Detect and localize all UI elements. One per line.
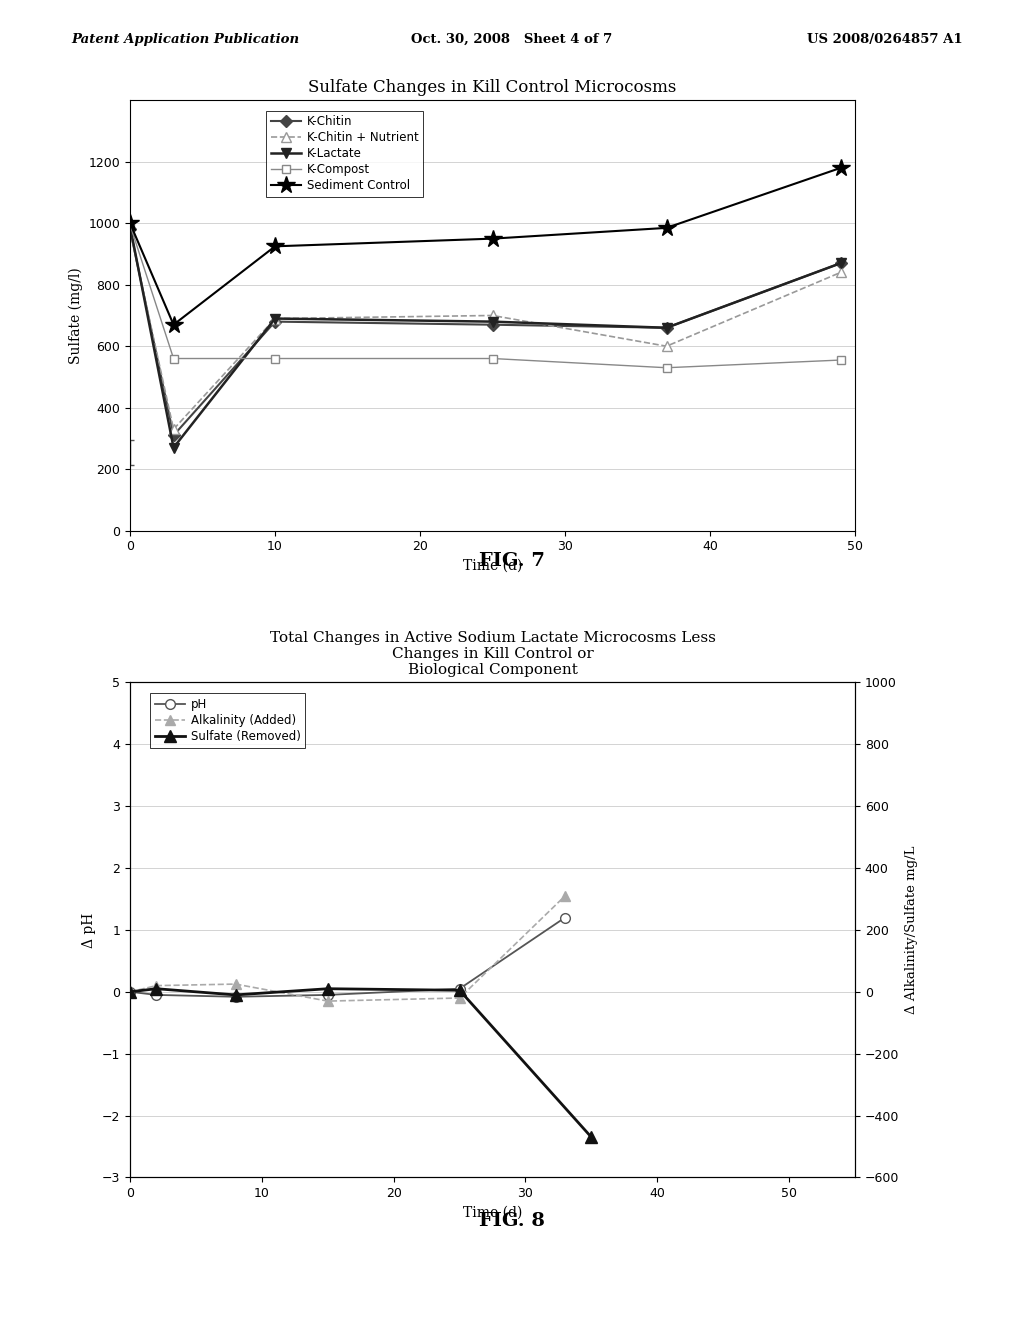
pH bbox=[151, 987, 163, 1003]
K-Chitin + Nutrient bbox=[486, 308, 499, 323]
Line: Sulfate (Removed): Sulfate (Removed) bbox=[124, 982, 598, 1143]
Title: Sulfate Changes in Kill Control Microcosms: Sulfate Changes in Kill Control Microcos… bbox=[308, 79, 677, 96]
K-Lactate bbox=[124, 218, 136, 234]
K-Chitin bbox=[835, 255, 847, 271]
Line: pH: pH bbox=[125, 912, 570, 1002]
pH bbox=[559, 909, 571, 925]
Alkalinity (Added) bbox=[229, 977, 242, 993]
K-Chitin bbox=[269, 314, 282, 330]
K-Lactate bbox=[167, 440, 179, 455]
pH bbox=[322, 987, 334, 1003]
Sulfate (Removed) bbox=[454, 982, 466, 998]
Text: FIG. 7: FIG. 7 bbox=[479, 552, 545, 570]
K-Chitin bbox=[486, 317, 499, 333]
Sediment Control bbox=[124, 215, 136, 231]
K-Chitin bbox=[660, 319, 673, 335]
Sediment Control bbox=[167, 317, 179, 333]
Title: Total Changes in Active Sodium Lactate Microcosms Less
Changes in Kill Control o: Total Changes in Active Sodium Lactate M… bbox=[269, 631, 716, 677]
Alkalinity (Added) bbox=[151, 978, 163, 994]
Line: Alkalinity (Added): Alkalinity (Added) bbox=[125, 891, 570, 1006]
K-Compost bbox=[124, 216, 136, 232]
Sulfate (Removed) bbox=[322, 981, 334, 997]
K-Chitin + Nutrient bbox=[124, 223, 136, 239]
Alkalinity (Added) bbox=[454, 990, 466, 1006]
Line: Sediment Control: Sediment Control bbox=[121, 158, 850, 334]
X-axis label: Time (d): Time (d) bbox=[463, 558, 522, 573]
K-Chitin + Nutrient bbox=[167, 421, 179, 437]
Sulfate (Removed) bbox=[124, 983, 136, 999]
Sulfate (Removed) bbox=[586, 1130, 598, 1146]
pH bbox=[124, 983, 136, 999]
Legend: K-Chitin, K-Chitin + Nutrient, K-Lactate, K-Compost, Sediment Control: K-Chitin, K-Chitin + Nutrient, K-Lactate… bbox=[266, 111, 423, 197]
Y-axis label: Δ pH: Δ pH bbox=[82, 912, 96, 948]
K-Lactate bbox=[269, 310, 282, 326]
Legend: pH, Alkalinity (Added), Sulfate (Removed): pH, Alkalinity (Added), Sulfate (Removed… bbox=[151, 693, 305, 747]
Alkalinity (Added) bbox=[322, 993, 334, 1008]
K-Chitin + Nutrient bbox=[660, 338, 673, 354]
K-Chitin bbox=[124, 222, 136, 238]
pH bbox=[454, 981, 466, 997]
Line: K-Compost: K-Compost bbox=[126, 220, 845, 372]
K-Compost bbox=[660, 360, 673, 376]
K-Compost bbox=[835, 352, 847, 368]
K-Compost bbox=[486, 351, 499, 367]
Y-axis label: Sulfate (mg/l): Sulfate (mg/l) bbox=[69, 267, 83, 364]
Line: K-Lactate: K-Lactate bbox=[125, 222, 846, 453]
Alkalinity (Added) bbox=[559, 888, 571, 904]
K-Lactate bbox=[835, 255, 847, 271]
Text: FIG. 8: FIG. 8 bbox=[479, 1212, 545, 1230]
Y-axis label: Δ Alkalinity/Sulfate mg/L: Δ Alkalinity/Sulfate mg/L bbox=[904, 846, 918, 1014]
Alkalinity (Added) bbox=[124, 983, 136, 999]
K-Compost bbox=[269, 351, 282, 367]
Sulfate (Removed) bbox=[151, 981, 163, 997]
K-Lactate bbox=[660, 319, 673, 335]
Text: US 2008/0264857 A1: US 2008/0264857 A1 bbox=[807, 33, 963, 46]
Sulfate (Removed) bbox=[229, 987, 242, 1003]
K-Chitin + Nutrient bbox=[835, 264, 847, 280]
Text: Oct. 30, 2008   Sheet 4 of 7: Oct. 30, 2008 Sheet 4 of 7 bbox=[412, 33, 612, 46]
K-Chitin + Nutrient bbox=[269, 310, 282, 326]
Sediment Control bbox=[486, 231, 499, 247]
K-Chitin bbox=[167, 428, 179, 444]
K-Compost bbox=[167, 351, 179, 367]
Sediment Control bbox=[269, 239, 282, 255]
Sediment Control bbox=[835, 160, 847, 176]
X-axis label: Time (d): Time (d) bbox=[463, 1205, 522, 1220]
Text: Patent Application Publication: Patent Application Publication bbox=[72, 33, 300, 46]
Sediment Control bbox=[660, 220, 673, 236]
pH bbox=[229, 989, 242, 1005]
Line: K-Chitin + Nutrient: K-Chitin + Nutrient bbox=[125, 226, 846, 434]
K-Lactate bbox=[486, 314, 499, 330]
Line: K-Chitin: K-Chitin bbox=[126, 226, 845, 440]
